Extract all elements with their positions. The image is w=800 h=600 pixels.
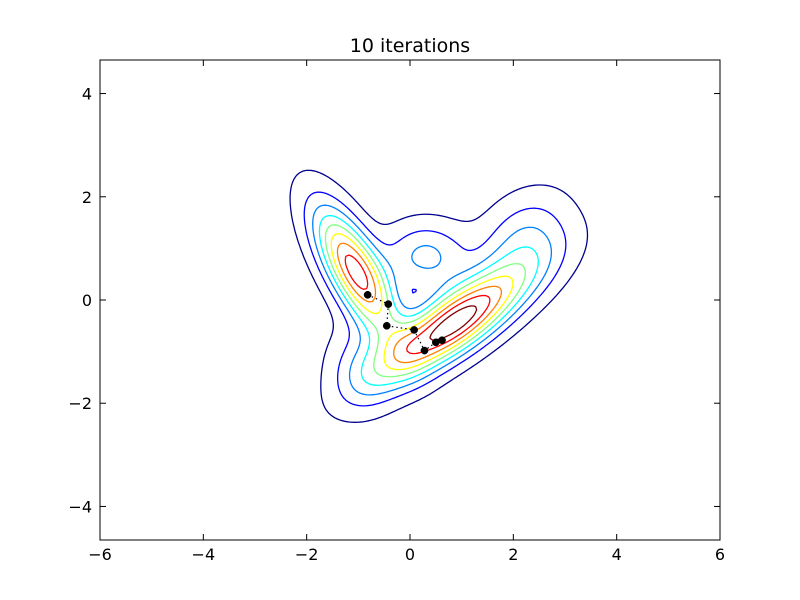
contour-level-4 xyxy=(318,214,539,386)
contour-lines xyxy=(289,169,589,423)
y-tick-label: 0 xyxy=(82,291,92,310)
contour-level-8 xyxy=(344,254,491,355)
iteration-point xyxy=(420,346,429,355)
contour-level-6 xyxy=(330,233,514,371)
contour-level-7 xyxy=(336,242,503,364)
y-tick-label: −4 xyxy=(68,497,92,516)
x-axis-ticks: −6 −4 −2 0 2 4 6 xyxy=(88,60,725,564)
contour-level-3 xyxy=(312,204,553,396)
x-tick-label: 4 xyxy=(612,545,622,564)
x-tick-label: 6 xyxy=(715,545,725,564)
iteration-point xyxy=(384,300,393,308)
y-tick-label: 4 xyxy=(82,85,92,104)
contour-level-1 xyxy=(289,169,589,423)
y-tick-label: 2 xyxy=(82,188,92,207)
y-axis-ticks: −4 −2 0 2 4 xyxy=(68,85,720,516)
contour-level-5 xyxy=(324,224,526,378)
x-tick-label: −2 xyxy=(295,545,319,564)
x-tick-label: 2 xyxy=(508,545,518,564)
iteration-point xyxy=(438,336,446,345)
iteration-point xyxy=(382,321,391,330)
iteration-points xyxy=(363,290,446,355)
x-tick-label: 0 xyxy=(405,545,415,564)
iteration-point xyxy=(410,326,418,334)
iteration-point xyxy=(363,290,372,299)
x-tick-label: −6 xyxy=(88,545,112,564)
x-tick-label: −4 xyxy=(192,545,216,564)
y-tick-label: −2 xyxy=(68,394,92,413)
contour-level-2 xyxy=(303,191,567,407)
chart-title: 10 iterations xyxy=(350,35,470,57)
